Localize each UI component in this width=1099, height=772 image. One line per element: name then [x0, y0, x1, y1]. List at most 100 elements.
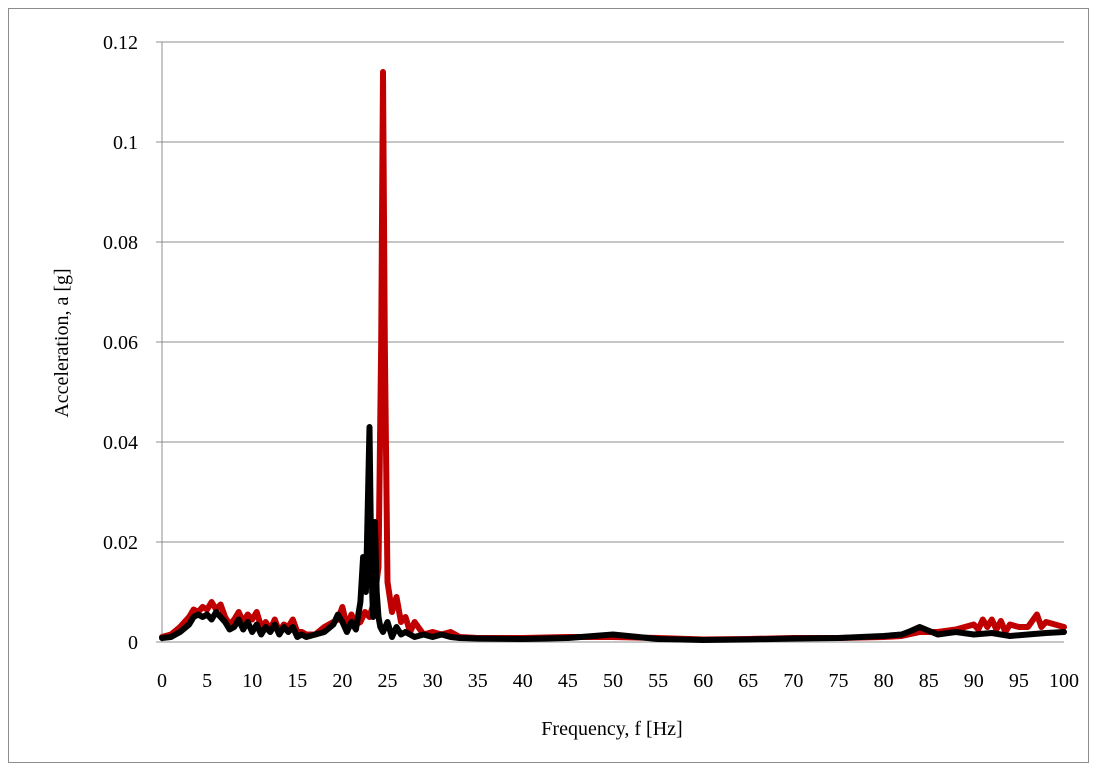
data-point-series-2 [339, 619, 345, 625]
data-point-series-2 [330, 622, 336, 627]
data-point-series-2 [448, 634, 454, 640]
data-point-series-1 [1016, 624, 1022, 630]
data-point-series-2 [475, 636, 481, 641]
data-point-series-1 [389, 609, 395, 615]
data-point-series-1 [272, 617, 278, 622]
x-tick-label: 50 [603, 670, 623, 692]
x-tick-label: 25 [378, 670, 398, 692]
y-axis-title: Acceleration, a [g] [51, 268, 73, 417]
data-point-series-2 [294, 634, 300, 640]
data-point-series-2 [899, 632, 905, 637]
data-point-series-2 [412, 634, 418, 640]
y-tick-label: 0.08 [103, 232, 138, 254]
data-point-series-1 [398, 619, 404, 625]
data-point-series-2 [195, 612, 201, 617]
data-point-series-1 [984, 624, 990, 630]
data-point-series-1 [971, 622, 977, 627]
data-point-series-1 [1052, 622, 1058, 627]
data-point-series-1 [204, 607, 210, 612]
x-tick-label: 55 [648, 670, 668, 692]
x-tick-label: 10 [242, 670, 262, 692]
data-point-series-2 [191, 614, 197, 620]
series-line-1 [159, 69, 1067, 643]
data-point-series-2 [263, 624, 269, 630]
data-point-series-2 [272, 622, 278, 627]
data-point-series-1 [962, 624, 968, 630]
series-layer [159, 69, 1067, 643]
data-point-series-2 [213, 609, 219, 615]
data-point-series-2 [971, 632, 977, 637]
data-point-series-2 [285, 629, 291, 635]
data-point-series-1 [394, 594, 399, 600]
data-point-series-1 [412, 619, 418, 625]
data-point-series-2 [186, 622, 192, 627]
data-point-series-1 [1007, 622, 1013, 627]
data-point-series-1 [200, 604, 206, 610]
x-tick-label: 30 [423, 670, 443, 692]
data-point-series-2 [700, 637, 706, 643]
gridlines [162, 41, 1064, 543]
data-point-series-1 [380, 69, 386, 75]
data-point-series-1 [362, 609, 368, 615]
data-point-series-2 [655, 636, 661, 642]
data-point-series-2 [389, 634, 395, 640]
data-point-series-2 [281, 624, 287, 630]
y-tick-label: 0.02 [103, 532, 138, 554]
data-point-series-2 [177, 629, 183, 635]
data-point-series-2 [312, 632, 318, 637]
x-tick-label: 70 [783, 670, 803, 692]
x-tick-label: 60 [693, 670, 713, 692]
axes [156, 41, 1064, 643]
data-point-series-2 [303, 634, 309, 640]
data-point-series-1 [403, 614, 408, 620]
data-point-series-2 [249, 629, 255, 635]
data-point-series-2 [394, 624, 399, 630]
data-point-series-2 [1007, 633, 1013, 639]
data-point-series-2 [398, 632, 404, 637]
data-point-series-2 [372, 519, 378, 525]
data-point-series-2 [240, 627, 246, 632]
data-point-series-2 [353, 627, 359, 632]
data-point-series-1 [1034, 612, 1040, 617]
data-point-series-2 [370, 614, 376, 620]
x-tick-label: 5 [202, 670, 212, 692]
x-tick-label: 80 [874, 670, 894, 692]
data-point-series-2 [231, 624, 237, 630]
data-point-series-2 [204, 612, 210, 617]
data-point-series-2 [457, 635, 463, 641]
y-tick-label: 0.06 [103, 332, 138, 354]
data-point-series-1 [998, 618, 1004, 624]
data-point-series-1 [236, 609, 242, 615]
data-point-series-1 [378, 339, 384, 345]
data-point-series-2 [227, 627, 233, 632]
data-point-series-2 [200, 614, 206, 620]
data-point-series-1 [191, 607, 197, 612]
data-point-series-2 [1025, 632, 1031, 637]
data-point-series-2 [321, 629, 327, 635]
data-point-series-2 [908, 628, 914, 634]
data-point-series-2 [218, 614, 224, 620]
data-point-series-2 [403, 629, 408, 635]
data-point-series-2 [236, 617, 242, 622]
data-point-series-1 [430, 629, 436, 635]
data-point-series-2 [565, 635, 571, 641]
data-point-series-2 [836, 635, 841, 641]
data-point-series-2 [917, 624, 923, 630]
data-point-series-1 [448, 629, 454, 635]
x-tick-label: 20 [332, 670, 352, 692]
data-point-series-1 [245, 612, 251, 617]
x-tick-label: 0 [157, 670, 167, 692]
data-point-series-1 [209, 599, 215, 605]
series-line-2 [159, 424, 1067, 643]
data-point-series-2 [367, 424, 372, 430]
data-point-series-2 [209, 617, 215, 622]
data-point-series-2 [348, 619, 354, 625]
x-tick-label: 95 [1009, 670, 1029, 692]
data-point-series-2 [222, 619, 228, 625]
data-point-series-2 [421, 632, 427, 637]
data-point-series-1 [249, 617, 255, 622]
data-point-series-2 [357, 599, 363, 605]
data-point-series-2 [376, 614, 381, 620]
data-point-series-1 [975, 627, 981, 632]
